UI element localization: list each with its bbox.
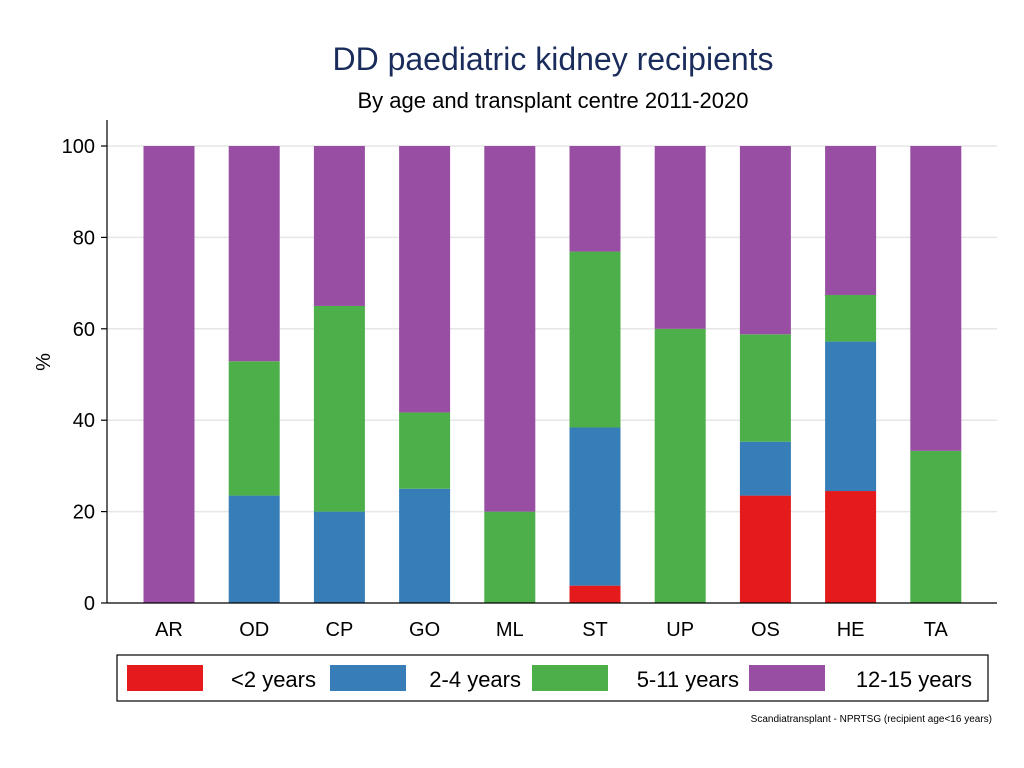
bar-os-series-2 xyxy=(739,334,791,442)
x-category-label: OD xyxy=(239,619,269,641)
bar-os-series-3 xyxy=(739,146,791,335)
bar-up-series-2 xyxy=(654,328,706,603)
y-tick-label: 100 xyxy=(62,136,95,158)
bar-he-series-0 xyxy=(825,491,877,603)
x-category-label: UP xyxy=(666,619,694,641)
legend-swatch xyxy=(330,665,406,691)
bar-he-series-2 xyxy=(825,294,877,342)
y-tick-label: 80 xyxy=(73,227,95,249)
chart-title: DD paediatric kidney recipients xyxy=(332,41,773,77)
bar-go-series-1 xyxy=(399,488,451,603)
bar-cp-series-2 xyxy=(313,305,365,512)
x-category-label: AR xyxy=(155,619,183,641)
y-tick-label: 60 xyxy=(73,319,95,341)
legend: <2 years 2-4 years 5-11 years 12-15 years xyxy=(116,654,989,702)
source-note: Scandiatransplant - NPRTSG (recipient ag… xyxy=(751,714,992,725)
x-category-label: ML xyxy=(496,619,524,641)
x-category-label: CP xyxy=(326,619,354,641)
legend-label: 2-4 years xyxy=(429,667,521,692)
bar-st-series-0 xyxy=(569,585,621,603)
bar-od-series-3 xyxy=(228,146,280,362)
y-tick-label: 40 xyxy=(73,410,95,432)
bar-ta-series-3 xyxy=(910,146,962,451)
bar-st-series-2 xyxy=(569,251,621,428)
x-category-label: ST xyxy=(582,619,608,641)
bar-cp-series-3 xyxy=(313,146,365,306)
y-axis-label: % xyxy=(33,353,55,371)
bar-go-series-3 xyxy=(399,146,451,413)
chart-subtitle: By age and transplant centre 2011-2020 xyxy=(358,88,749,113)
x-category-label: GO xyxy=(409,619,440,641)
bars xyxy=(143,146,962,603)
legend-label: 12-15 years xyxy=(856,667,972,692)
bar-he-series-3 xyxy=(825,146,877,295)
legend-swatch xyxy=(749,665,825,691)
bar-st-series-1 xyxy=(569,427,621,586)
x-category-label: HE xyxy=(837,619,865,641)
bar-he-series-1 xyxy=(825,341,877,492)
bar-ml-series-2 xyxy=(484,511,536,603)
y-axis-ticks: 0 20 40 60 80 100 xyxy=(62,136,107,615)
x-axis-categories: AR OD CP GO ML ST UP OS HE TA xyxy=(155,619,948,641)
bar-od-series-2 xyxy=(228,361,280,496)
legend-swatch xyxy=(127,665,203,691)
bar-ar-series-3 xyxy=(143,146,195,603)
legend-label: <2 years xyxy=(231,667,316,692)
legend-swatch xyxy=(532,665,608,691)
bar-go-series-2 xyxy=(399,412,451,489)
bar-up-series-3 xyxy=(654,146,706,329)
y-tick-label: 0 xyxy=(84,593,95,615)
x-category-label: TA xyxy=(924,619,949,641)
bar-os-series-0 xyxy=(739,495,791,603)
bar-os-series-1 xyxy=(739,441,791,496)
y-tick-label: 20 xyxy=(73,502,95,524)
bar-cp-series-1 xyxy=(313,511,365,603)
bar-ta-series-2 xyxy=(910,450,962,603)
axes xyxy=(106,120,997,604)
legend-label: 5-11 years xyxy=(637,667,739,692)
bar-od-series-1 xyxy=(228,495,280,603)
bar-ml-series-3 xyxy=(484,146,536,512)
bar-st-series-3 xyxy=(569,146,621,252)
x-category-label: OS xyxy=(751,619,780,641)
